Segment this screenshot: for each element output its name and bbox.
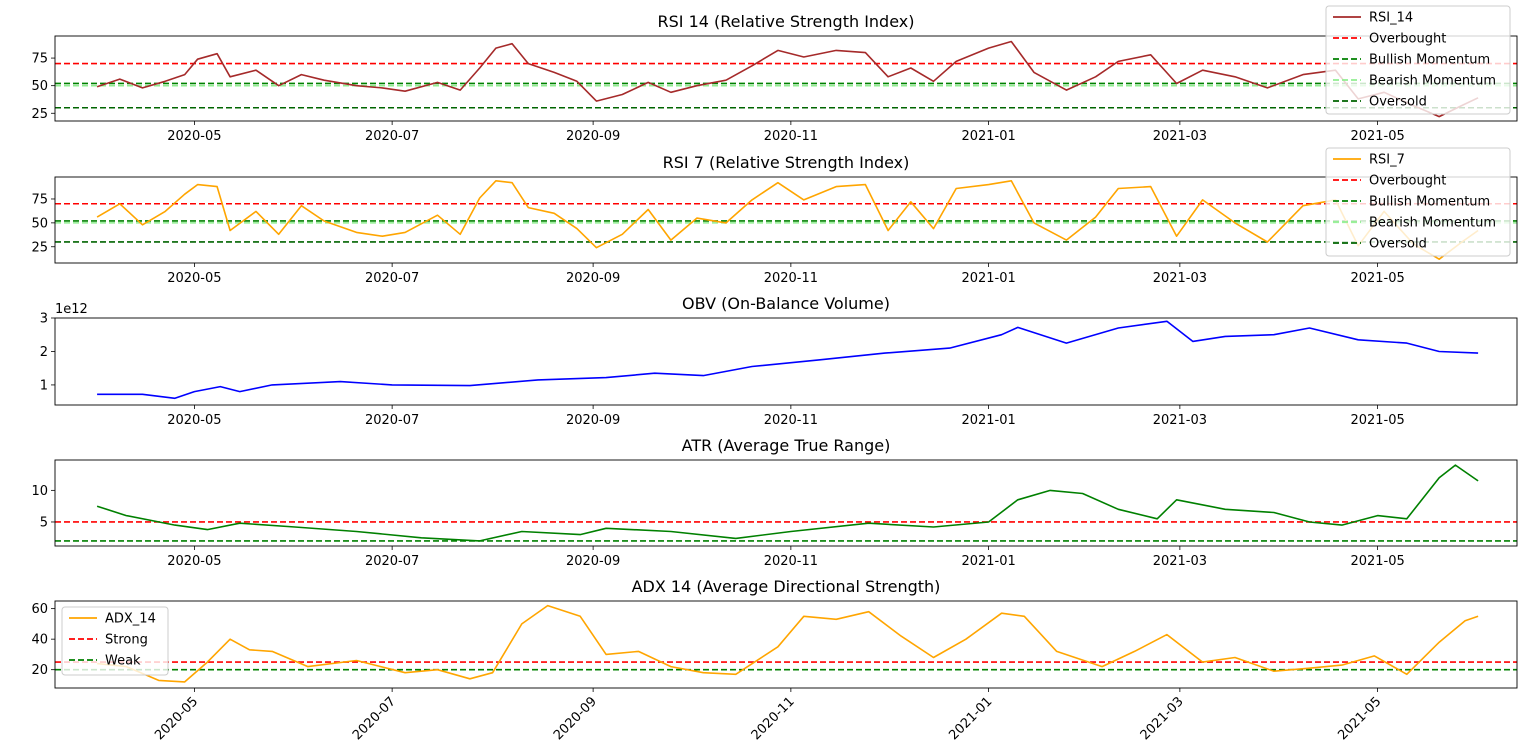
x-tick-label: 2021-01: [961, 413, 1015, 428]
panel-5: ADX 14 (Average Directional Strength)202…: [31, 577, 1518, 743]
plot-area: [55, 180, 1517, 261]
legend-box: [1325, 5, 1511, 115]
y-tick-label: 50: [31, 79, 48, 94]
x-tick-label: 2020-09: [566, 129, 620, 144]
x-tick-label: 2020-09: [566, 413, 620, 428]
series-line-atr: [96, 464, 1479, 542]
y-tick-label: 60: [31, 602, 48, 617]
legend-label: Bearish Momentum: [1369, 74, 1496, 89]
legend-label: Oversold: [1369, 95, 1427, 110]
legend-label: RSI_14: [1369, 11, 1413, 26]
legend-box: [1325, 147, 1511, 257]
legend-label: Weak: [105, 654, 141, 669]
x-tick-label: 2020-05: [152, 694, 201, 743]
y-tick-label: 50: [31, 216, 48, 231]
chart-title: RSI 14 (Relative Strength Index): [658, 12, 915, 31]
legend-label: Overbought: [1369, 32, 1446, 47]
y-tick-label: 40: [31, 633, 48, 648]
x-tick-label: 2021-03: [1153, 129, 1207, 144]
x-tick-label: 2020-09: [551, 694, 600, 743]
legend-label: Overbought: [1369, 174, 1446, 189]
y-tick-label: 10: [31, 484, 48, 499]
legend-label: ADX_14: [105, 612, 156, 627]
panel-2: RSI 7 (Relative Strength Index) 2020-05 20…: [31, 147, 1518, 286]
x-tick-label: 2020-11: [764, 271, 818, 286]
x-tick-label: 2021-03: [1138, 694, 1187, 743]
series-line-obv: [97, 320, 1479, 400]
axes-frame: [54, 317, 1518, 406]
x-tick-label: 2020-05: [167, 413, 221, 428]
chart-title: ATR (Average True Range): [682, 436, 891, 455]
series-line-rsi-7: [96, 180, 1479, 261]
plot-area: [55, 40, 1517, 118]
x-tick-label: 2021-01: [961, 129, 1015, 144]
series-line-rsi-14: [96, 40, 1479, 118]
x-tick-label: 2021-03: [1153, 271, 1207, 286]
x-tick-label: 2021-01: [961, 271, 1015, 286]
x-tick-label: 2020-11: [764, 413, 818, 428]
x-tick-label: 2020-11: [764, 129, 818, 144]
panel-4: ATR (Average True Range) 2020-05 2020-07 20…: [31, 436, 1518, 569]
legend-label: Bearish Momentum: [1369, 216, 1496, 231]
y-tick-label: 3: [40, 312, 48, 327]
legend: ADX_14 Strong Weak: [61, 606, 169, 676]
x-tick-label: 2021-01: [946, 694, 995, 743]
x-tick-label: 2020-05: [167, 271, 221, 286]
y-tick-label: 1: [40, 378, 48, 393]
x-tick-label: 2020-07: [350, 694, 399, 743]
legend-label: Bullish Momentum: [1369, 53, 1490, 68]
legend-box: [61, 606, 169, 676]
x-tick-label: 2021-05: [1350, 129, 1404, 144]
y-tick-label: 2: [40, 345, 48, 360]
plot-area: [55, 604, 1517, 683]
chart-title: ADX 14 (Average Directional Strength): [632, 577, 941, 596]
x-tick-label: 2020-09: [566, 554, 620, 569]
plot-area: [55, 464, 1517, 542]
chart-title: OBV (On-Balance Volume): [682, 294, 890, 313]
x-tick-label: 2020-07: [365, 129, 419, 144]
chart-title: RSI 7 (Relative Strength Index): [663, 153, 910, 172]
y-tick-label: 75: [31, 52, 48, 67]
y-offset-label: 1e12: [55, 302, 88, 317]
panel-3: OBV (On-Balance Volume) 2020-05 2020-07 202…: [40, 294, 1518, 428]
legend: RSI_14 Overbought Bullish Momentum Bearish …: [1325, 5, 1511, 115]
x-tick-label: 2020-11: [764, 554, 818, 569]
series-line-adx-14: [97, 604, 1479, 683]
plot-area: [97, 320, 1479, 400]
y-tick-label: 75: [31, 192, 48, 207]
legend-label: RSI_7: [1369, 153, 1405, 168]
x-tick-label: 2020-07: [365, 271, 419, 286]
y-tick-label: 25: [31, 240, 48, 255]
axes-frame: [54, 35, 1518, 122]
legend-label: Strong: [105, 633, 148, 648]
legend-label: Oversold: [1369, 237, 1427, 252]
legend: RSI_7 Overbought Bullish Momentum Bearish M…: [1325, 147, 1511, 257]
axes-frame: [54, 176, 1518, 264]
x-tick-label: 2021-05: [1335, 694, 1384, 743]
x-tick-label: 2020-07: [365, 554, 419, 569]
x-tick-label: 2020-07: [365, 413, 419, 428]
x-tick-label: 2021-05: [1350, 271, 1404, 286]
x-tick-label: 2021-03: [1153, 413, 1207, 428]
panel-1: RSI 14 (Relative Strength Index) 2020-05 2…: [31, 5, 1518, 144]
axes-frame: [54, 600, 1518, 689]
x-tick-label: 2020-09: [566, 271, 620, 286]
y-tick-label: 20: [31, 663, 48, 678]
x-tick-label: 2021-05: [1350, 413, 1404, 428]
x-tick-label: 2020-05: [167, 554, 221, 569]
x-tick-label: 2021-01: [961, 554, 1015, 569]
x-tick-label: 2021-03: [1153, 554, 1207, 569]
x-tick-label: 2020-05: [167, 129, 221, 144]
x-tick-label: 2021-05: [1350, 554, 1404, 569]
y-tick-label: 25: [31, 107, 48, 122]
y-tick-label: 5: [40, 515, 48, 530]
x-tick-label: 2020-11: [749, 694, 798, 743]
axes-frame: [54, 459, 1518, 547]
legend-label: Bullish Momentum: [1369, 195, 1490, 210]
